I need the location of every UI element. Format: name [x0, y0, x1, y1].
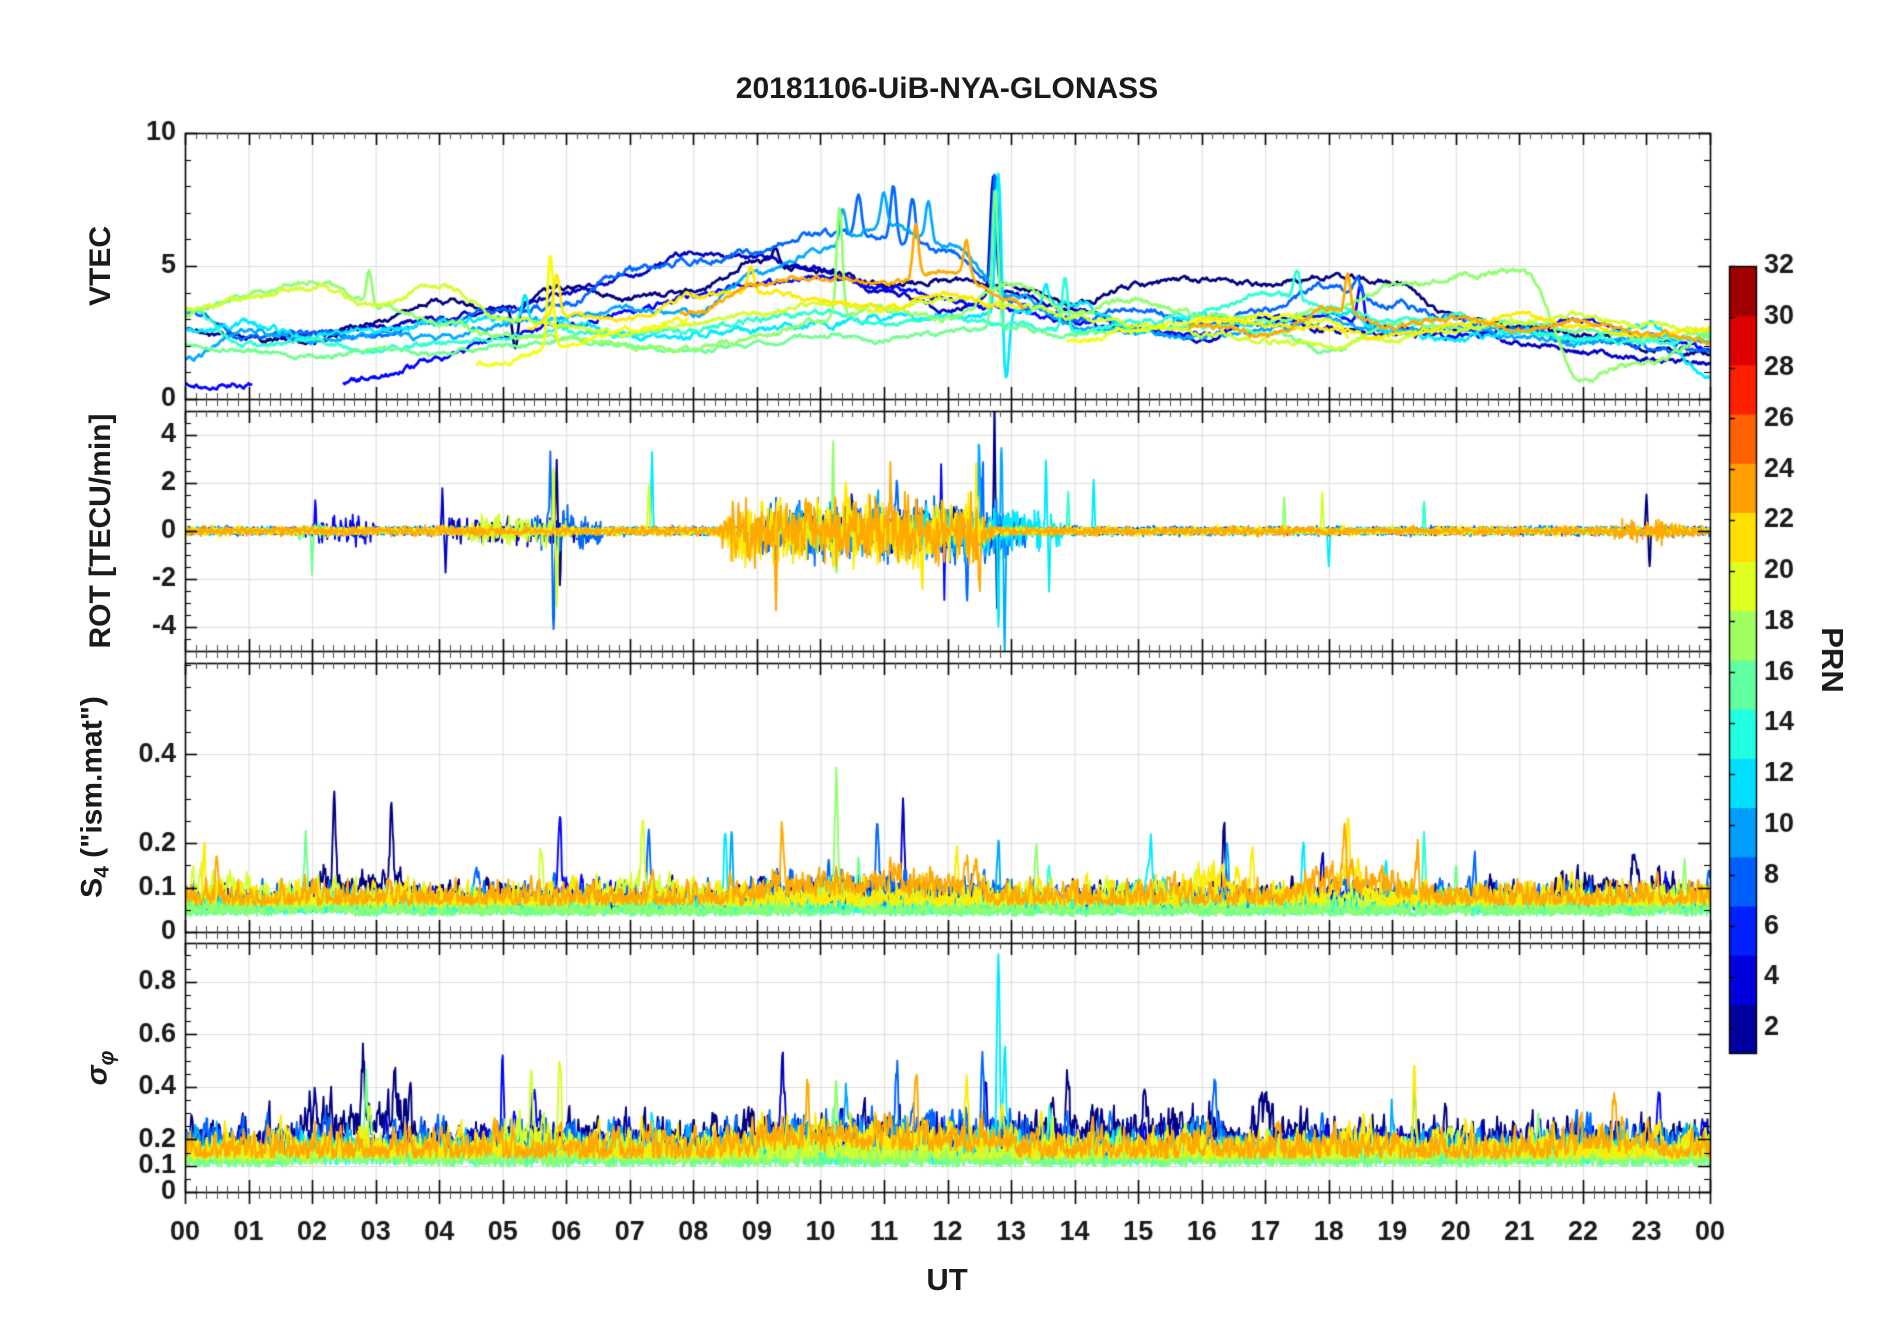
colorbar-label-prn: PRN — [1815, 627, 1850, 693]
xlabel-ut: UT — [926, 1262, 968, 1297]
ylabel-vtec: VTEC — [84, 225, 117, 307]
ylabel-s4: S4 ("ism.mat") — [76, 696, 115, 898]
ylabel-rot: ROT [TECU/min] — [84, 413, 117, 649]
ylabel-sigma-phi: σφ — [81, 1051, 120, 1086]
ylabel-s4-rest: ("ism.mat") — [75, 696, 109, 867]
chart-title: 20181106-UiB-NYA-GLONASS — [735, 72, 1159, 105]
ylabel-s4-sub: 4 — [90, 866, 114, 878]
ylabel-s4-main: S — [75, 877, 109, 898]
ylabel-sigma-sub: φ — [95, 1050, 119, 1066]
ylabel-sigma-main: σ — [80, 1065, 114, 1086]
